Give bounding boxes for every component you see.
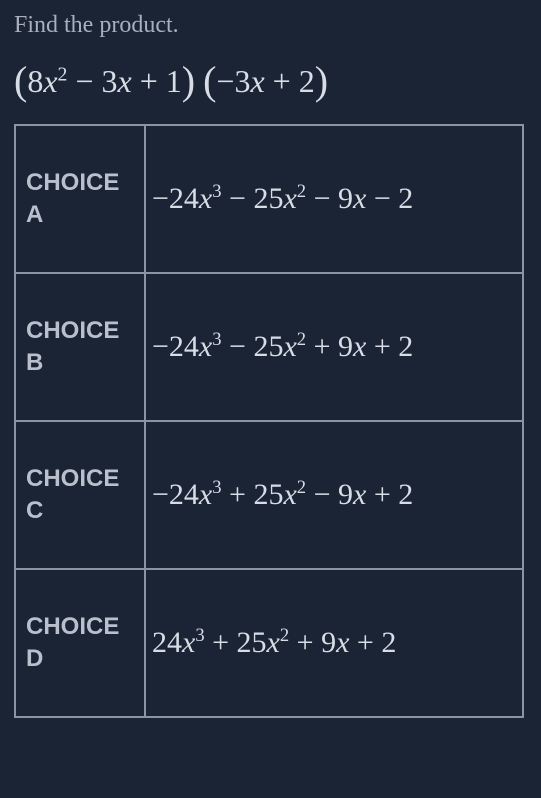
choice-letter: C	[26, 495, 136, 527]
choice-label-cell: CHOICE A	[15, 125, 145, 273]
choice-answer: 24x3 + 25x2 + 9x + 2	[145, 569, 523, 717]
table-row[interactable]: CHOICE D 24x3 + 25x2 + 9x + 2	[15, 569, 523, 717]
choice-answer: −24x3 − 25x2 − 9x − 2	[145, 125, 523, 273]
choice-label-cell: CHOICE D	[15, 569, 145, 717]
choice-letter: A	[26, 199, 136, 231]
question-expression: (8x2 − 3x + 1) (−3x + 2)	[14, 57, 527, 104]
choice-label-cell: CHOICE C	[15, 421, 145, 569]
choice-word: CHOICE	[26, 167, 136, 199]
choice-answer: −24x3 + 25x2 − 9x + 2	[145, 421, 523, 569]
table-row[interactable]: CHOICE A −24x3 − 25x2 − 9x − 2	[15, 125, 523, 273]
choice-letter: B	[26, 347, 136, 379]
choice-word: CHOICE	[26, 463, 136, 495]
question-prompt: Find the product.	[14, 12, 527, 39]
choice-letter: D	[26, 643, 136, 675]
choice-label-cell: CHOICE B	[15, 273, 145, 421]
choice-word: CHOICE	[26, 315, 136, 347]
choice-answer: −24x3 − 25x2 + 9x + 2	[145, 273, 523, 421]
choice-word: CHOICE	[26, 611, 136, 643]
choices-table: CHOICE A −24x3 − 25x2 − 9x − 2 CHOICE B …	[14, 124, 524, 718]
table-row[interactable]: CHOICE C −24x3 + 25x2 − 9x + 2	[15, 421, 523, 569]
table-row[interactable]: CHOICE B −24x3 − 25x2 + 9x + 2	[15, 273, 523, 421]
